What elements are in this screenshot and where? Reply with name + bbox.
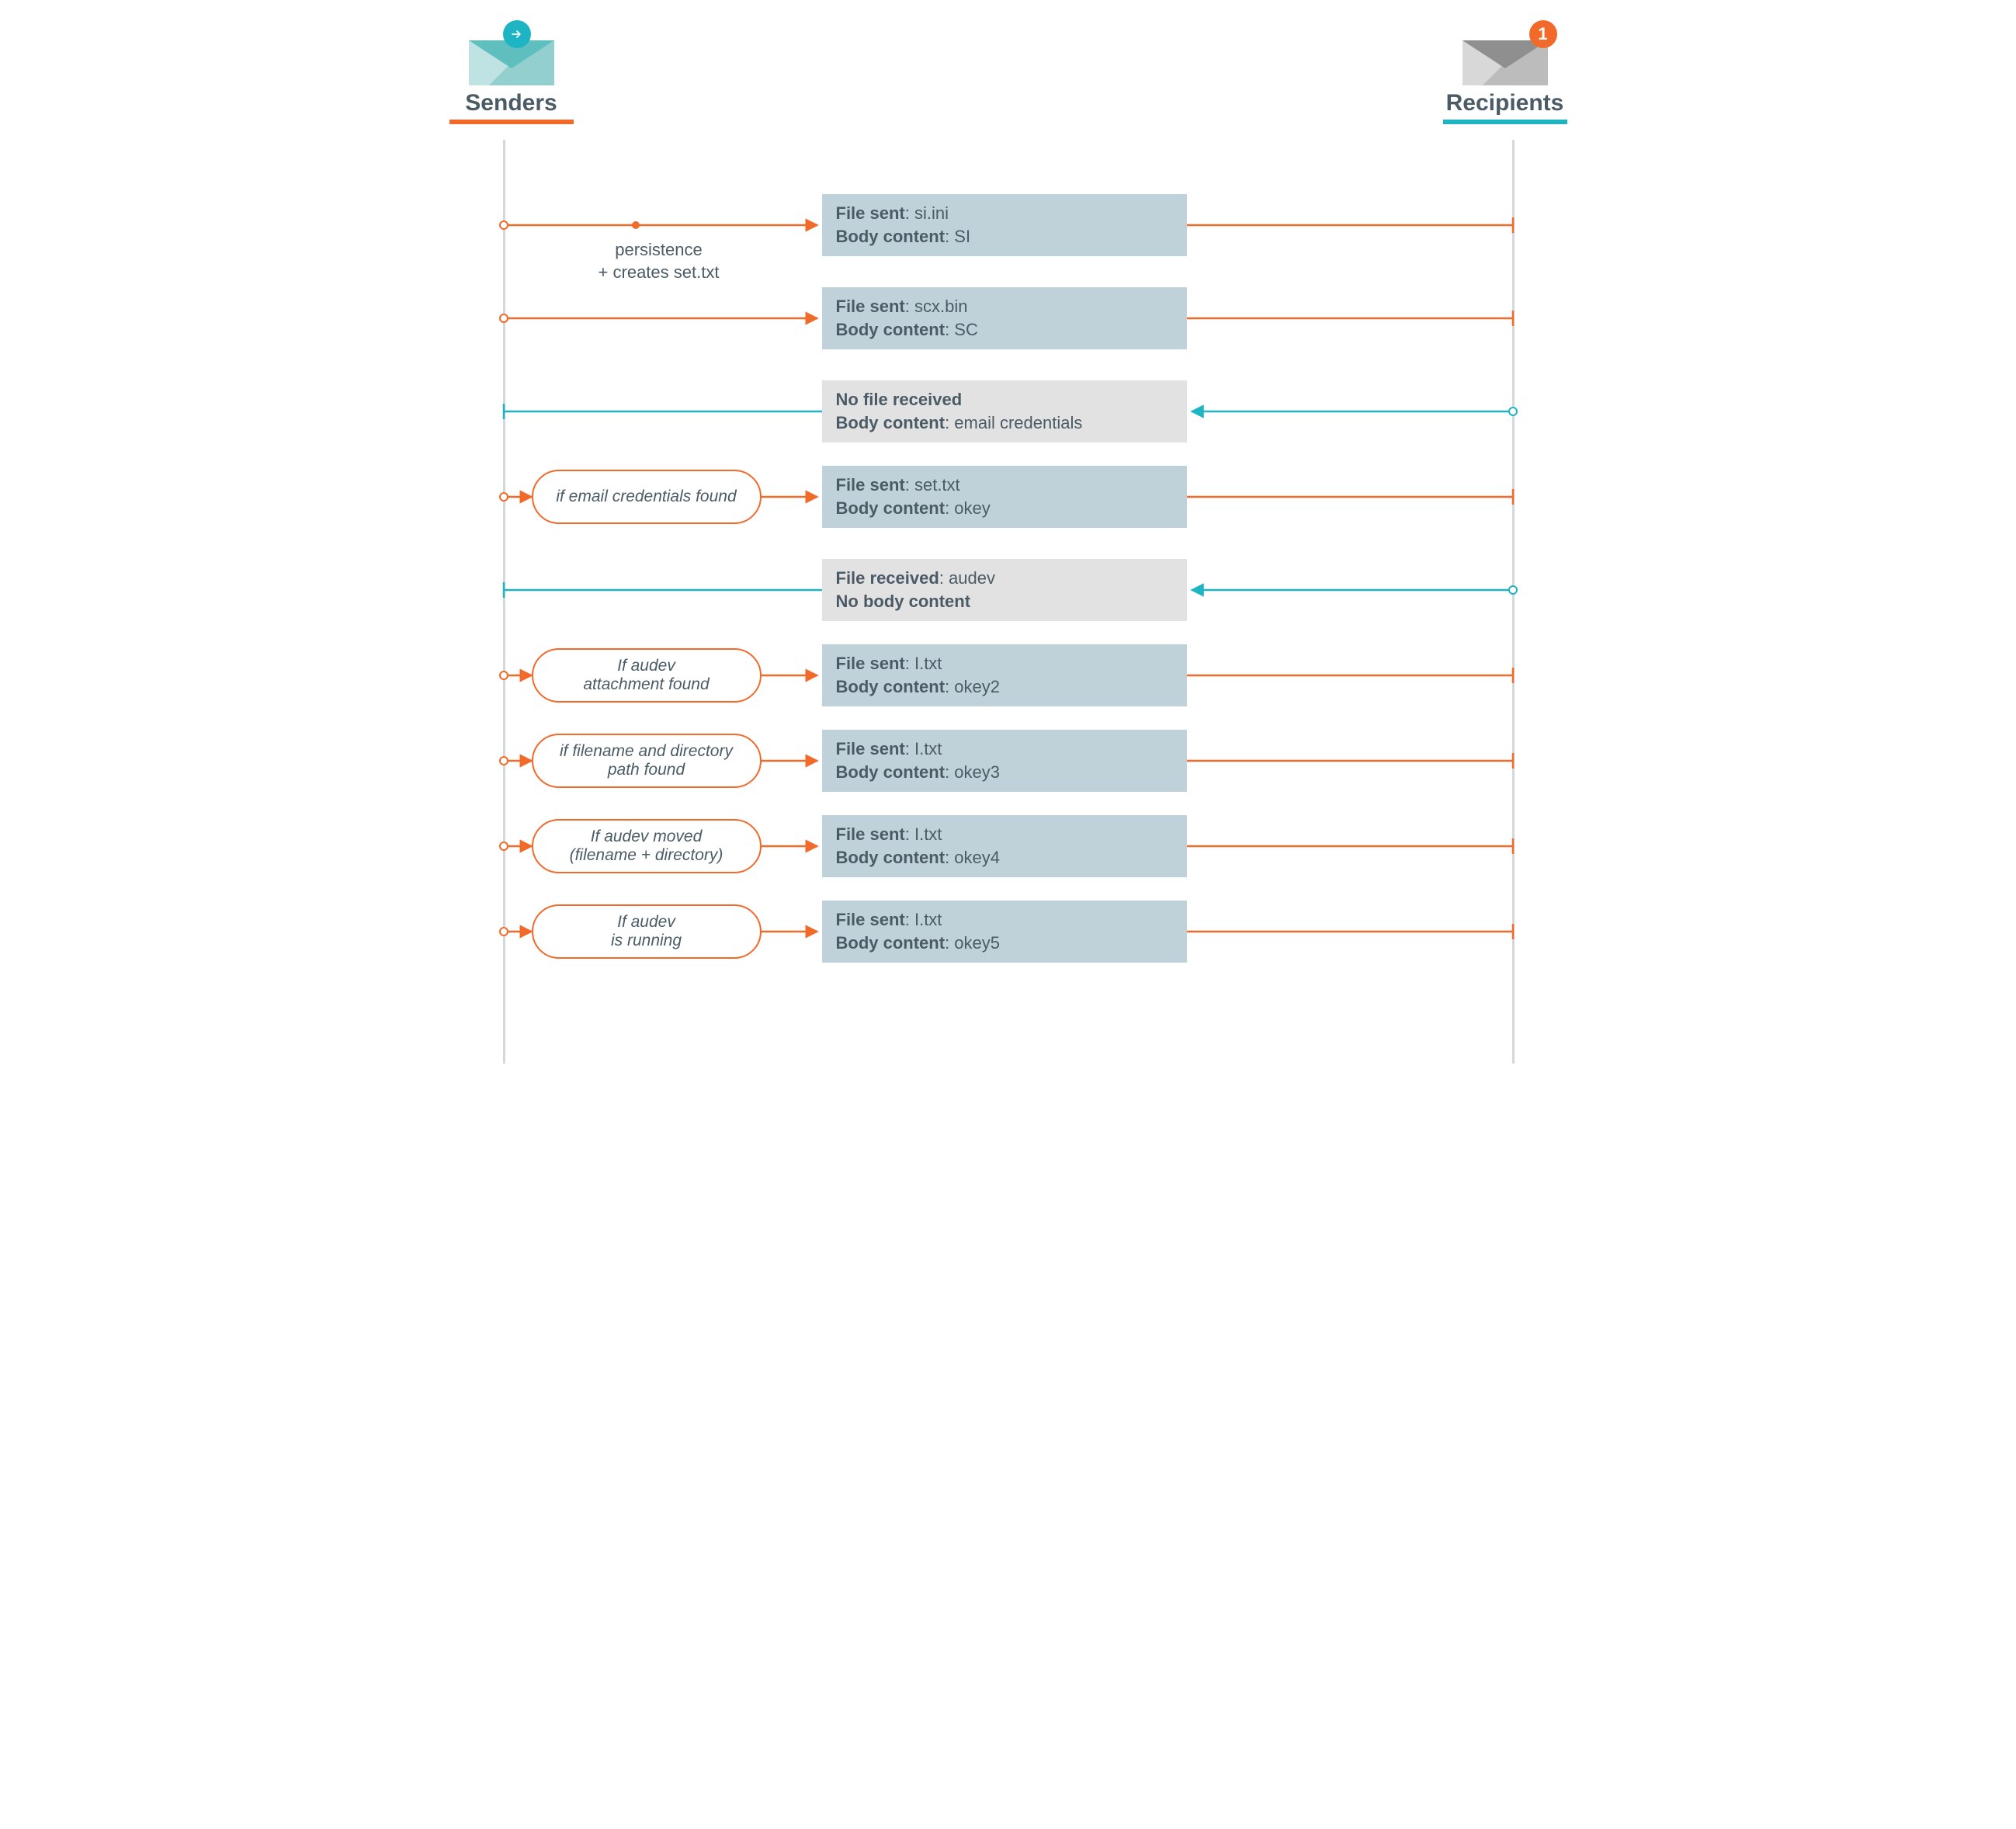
message-line1: File sent: I.txt	[836, 908, 1173, 932]
diagram-row: File sent: I.txtBody content: okey2 If au…	[434, 644, 1583, 706]
message-line2: Body content: okey3	[836, 761, 1173, 784]
message-box: File received: audevNo body content	[822, 559, 1187, 621]
recipient-underline	[1443, 120, 1567, 124]
condition-pill: if filename and directorypath found	[532, 734, 762, 788]
sender-envelope-icon	[469, 31, 554, 85]
message-line2: Body content: okey2	[836, 675, 1173, 699]
message-line1: File received: audev	[836, 567, 1173, 590]
arrow-badge-icon	[503, 20, 531, 48]
message-box: File sent: set.txtBody content: okey	[822, 466, 1187, 528]
condition-pill: If audevis running	[532, 904, 762, 959]
message-line1: File sent: I.txt	[836, 738, 1173, 761]
message-line1: File sent: set.txt	[836, 474, 1173, 497]
message-box: File sent: I.txtBody content: okey3	[822, 730, 1187, 792]
sender-underline	[449, 120, 574, 124]
message-box: File sent: I.txtBody content: okey4	[822, 815, 1187, 877]
diagram-row: File sent: si.iniBody content: SI	[434, 194, 1583, 256]
diagram-row: File sent: I.txtBody content: okey3 if fi…	[434, 730, 1583, 792]
message-box: File sent: I.txtBody content: okey5	[822, 901, 1187, 963]
recipient-envelope-icon: 1	[1463, 31, 1548, 85]
sequence-diagram: Senders 1 Recipients persistence + creat…	[434, 31, 1583, 1071]
diagram-row: File received: audevNo body content	[434, 559, 1583, 621]
message-line1: File sent: si.ini	[836, 202, 1173, 225]
message-line2: Body content: email credentials	[836, 411, 1173, 435]
message-box: File sent: scx.binBody content: SC	[822, 287, 1187, 349]
condition-pill: if email credentials found	[532, 470, 762, 524]
message-line1: No file received	[836, 388, 1173, 411]
message-line2: Body content: okey4	[836, 846, 1173, 869]
diagram-row: File sent: set.txtBody content: okey if e…	[434, 466, 1583, 528]
notification-badge-icon: 1	[1529, 20, 1557, 48]
diagram-row: File sent: scx.binBody content: SC	[434, 287, 1583, 349]
recipient-header: 1 Recipients	[1443, 31, 1567, 124]
condition-pill: If audev moved(filename + directory)	[532, 819, 762, 873]
condition-pill: If audevattachment found	[532, 648, 762, 703]
message-line2: No body content	[836, 590, 1173, 613]
diagram-row: No file receivedBody content: email cred…	[434, 380, 1583, 442]
sender-header: Senders	[449, 31, 574, 124]
message-box: File sent: si.iniBody content: SI	[822, 194, 1187, 256]
message-line2: Body content: SC	[836, 318, 1173, 342]
message-line1: File sent: scx.bin	[836, 295, 1173, 318]
message-line2: Body content: SI	[836, 225, 1173, 248]
message-box: File sent: I.txtBody content: okey2	[822, 644, 1187, 706]
diagram-row: File sent: I.txtBody content: okey4 If au…	[434, 815, 1583, 877]
message-line1: File sent: I.txt	[836, 823, 1173, 846]
note-line2: + creates set.txt	[599, 262, 720, 282]
sender-label: Senders	[449, 90, 574, 116]
message-line2: Body content: okey5	[836, 932, 1173, 955]
message-line2: Body content: okey	[836, 497, 1173, 520]
message-line1: File sent: I.txt	[836, 652, 1173, 675]
message-box: No file receivedBody content: email cred…	[822, 380, 1187, 442]
recipient-label: Recipients	[1443, 90, 1567, 116]
diagram-row: File sent: I.txtBody content: okey5 If au…	[434, 901, 1583, 963]
